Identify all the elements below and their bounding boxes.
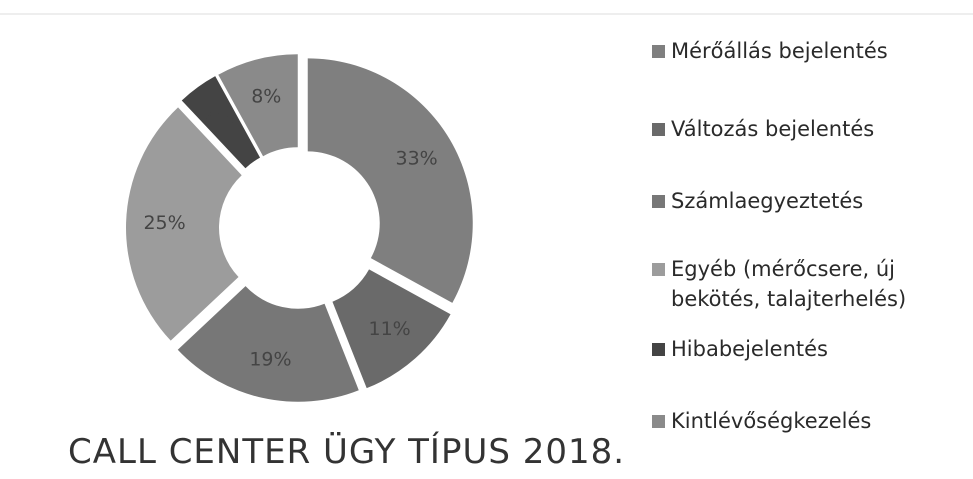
legend-swatch xyxy=(652,195,665,208)
data-label: 25% xyxy=(143,212,185,234)
legend-label: Egyéb (mérőcsere, új bekötés, talajterhe… xyxy=(671,257,907,311)
donut-segment xyxy=(177,286,359,402)
legend-swatch xyxy=(652,123,665,136)
legend-entry: Változás bejelentés xyxy=(652,114,967,144)
donut-segment xyxy=(181,76,261,169)
data-label: 8% xyxy=(251,85,281,107)
legend-swatch xyxy=(652,415,665,428)
legend-entry: Hibabejelentés xyxy=(652,334,967,364)
legend-label: Változás bejelentés xyxy=(671,117,875,141)
legend-label: Számlaegyeztetés xyxy=(671,189,864,213)
data-label: 33% xyxy=(396,148,438,170)
legend-label: Kintlévőségkezelés xyxy=(671,409,872,433)
chart-title: CALL CENTER ÜGY TÍPUS 2018. xyxy=(68,432,626,472)
legend-label: Mérőállás bejelentés xyxy=(671,39,888,63)
donut-segment xyxy=(332,269,451,389)
legend-entry: Számlaegyeztetés xyxy=(652,186,967,216)
data-label: 19% xyxy=(249,349,291,371)
legend-swatch xyxy=(652,263,665,276)
legend-swatch xyxy=(652,343,665,356)
donut-segment xyxy=(307,58,473,303)
legend-swatch xyxy=(652,45,665,58)
data-label: 11% xyxy=(368,318,410,340)
legend-entry: Kintlévőségkezelés xyxy=(652,406,967,436)
donut-segment xyxy=(126,107,242,341)
legend-label: Hibabejelentés xyxy=(671,337,828,361)
legend-entry: Mérőállás bejelentés xyxy=(652,36,967,66)
legend-entry: Egyéb (mérőcsere, új bekötés, talajterhe… xyxy=(652,254,967,314)
donut-segment xyxy=(218,54,298,157)
data-label: 4% xyxy=(205,107,235,129)
